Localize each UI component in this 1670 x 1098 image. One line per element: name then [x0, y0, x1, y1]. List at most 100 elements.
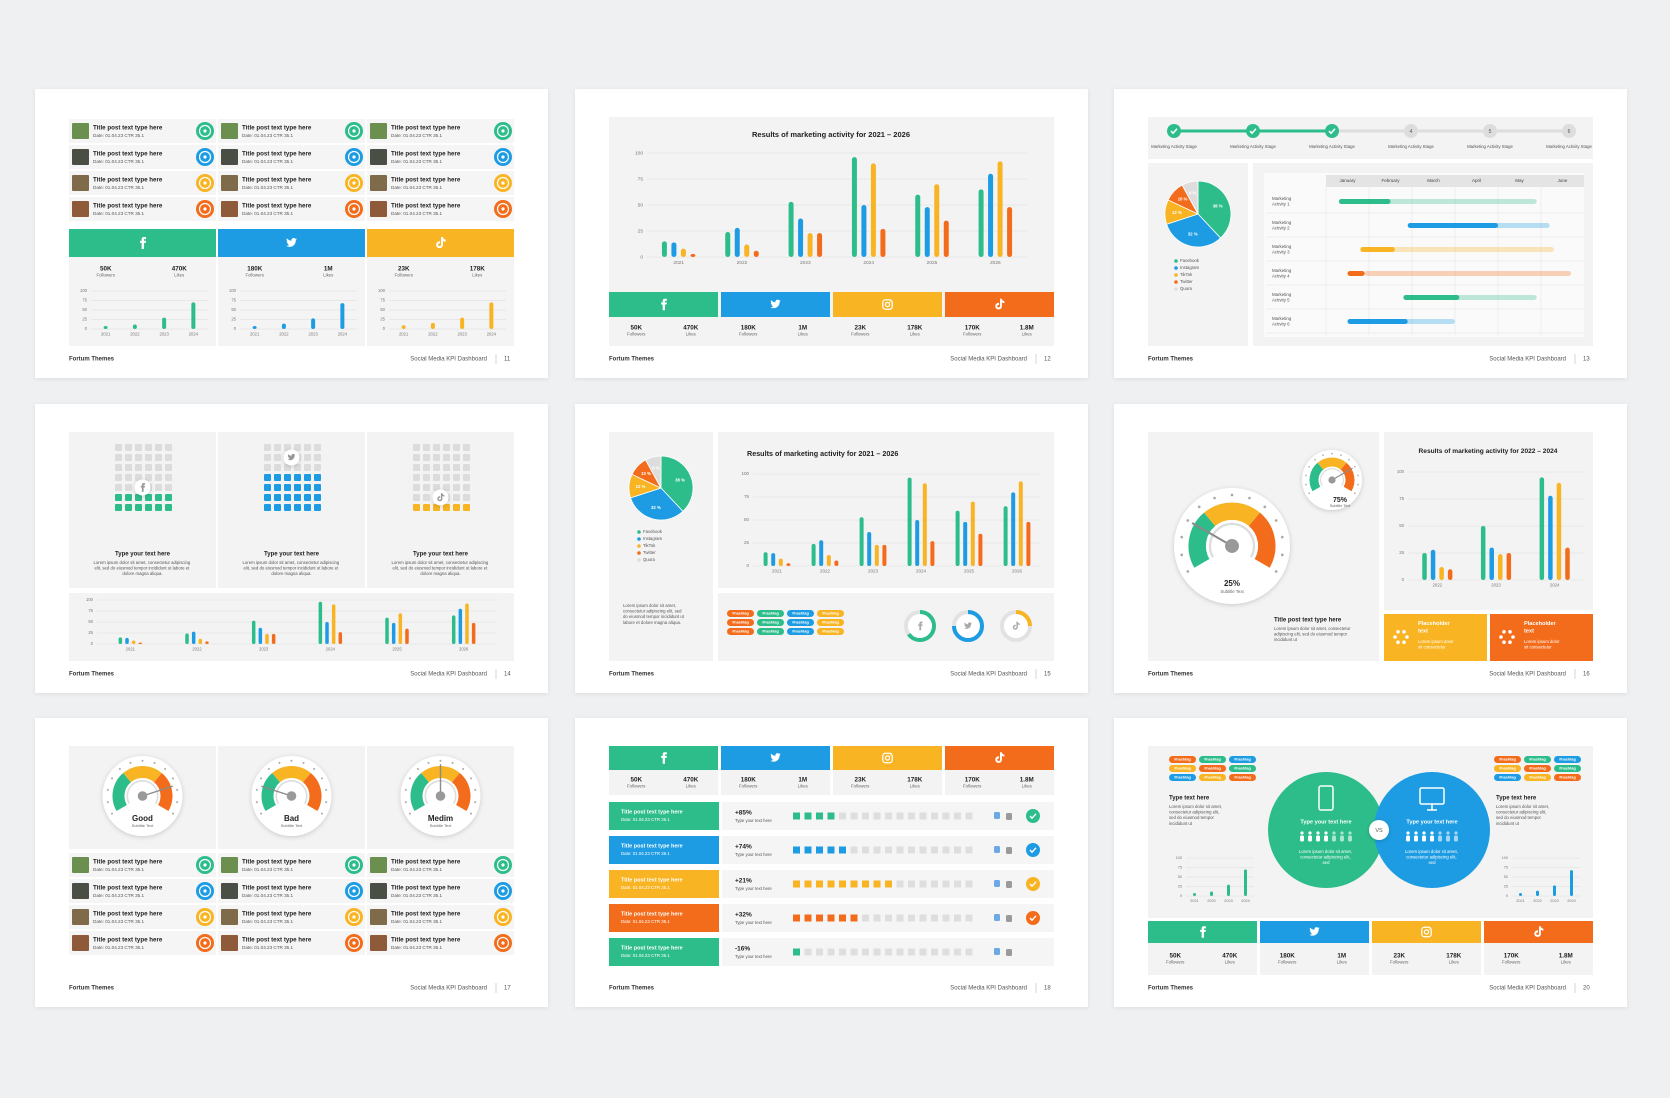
hashtag-chip	[787, 628, 814, 635]
post-badge-ring	[347, 936, 361, 950]
card-title: Type your text here	[115, 552, 171, 558]
stats-box	[1372, 943, 1481, 975]
dot	[115, 504, 122, 511]
gauge-tick	[153, 761, 156, 764]
post-meta: Date: 01.04.23 CTR 35.1	[391, 211, 443, 216]
stat-label: Likes	[798, 784, 808, 789]
bar	[458, 608, 463, 644]
progress-square	[896, 914, 904, 922]
person-head	[1308, 831, 1312, 835]
gauge-needle	[1191, 522, 1234, 548]
row-title: Title post text type here	[621, 911, 683, 917]
progress-square	[816, 880, 823, 888]
task-label: Marketing Activity 5	[1272, 292, 1293, 303]
gauge-arc	[261, 773, 281, 811]
gauge-tick	[1263, 505, 1267, 509]
progress-square	[942, 812, 950, 820]
post-thumbnail	[370, 149, 387, 165]
task-label: Marketing Activity 3	[1272, 244, 1293, 255]
bar	[680, 248, 686, 257]
icon-shape	[1012, 621, 1020, 630]
post-meta: Date: 01.04.23 CTR 35.1	[93, 867, 145, 872]
bar	[1480, 526, 1486, 580]
bar	[338, 632, 343, 644]
bar	[963, 521, 968, 566]
footer-brand: Fortum Themes	[1148, 986, 1194, 992]
hashtag: #hashtag	[822, 612, 839, 616]
month-label: April	[1472, 178, 1481, 183]
post-title: Title post text type here	[93, 125, 163, 132]
stat-value: 1M	[798, 777, 807, 784]
bar	[103, 325, 108, 329]
placeholder-title: Placeholder text	[1418, 621, 1451, 634]
y-tick-label: 50	[744, 517, 750, 522]
dot	[413, 494, 420, 501]
x-tick-label: 2022	[192, 646, 202, 651]
stat-label: Followers	[627, 331, 645, 336]
page-number: 13	[1583, 357, 1590, 363]
stats-box	[833, 770, 942, 795]
progress-square	[931, 914, 938, 922]
gauge-tick	[1308, 492, 1310, 495]
hashtag: #hashtag	[1234, 776, 1251, 780]
dot	[294, 474, 301, 481]
legend-swatch	[637, 544, 641, 548]
post-title: Title post text type here	[93, 937, 163, 944]
bar	[859, 517, 864, 566]
post-thumbnail	[370, 123, 387, 139]
person-head	[1454, 831, 1458, 835]
gauge-tick	[451, 761, 454, 764]
y-tick-label: 0	[746, 563, 749, 568]
gauge-tick	[1305, 474, 1307, 477]
post-thumbnail	[221, 175, 238, 191]
gauge-tick	[1280, 535, 1284, 539]
gauge-tick	[110, 812, 114, 815]
month-label: May	[1515, 178, 1524, 183]
compare-circle	[1268, 772, 1384, 888]
stat-value: 170K	[965, 324, 981, 331]
dot	[274, 444, 281, 451]
x-tick-label: 2023	[259, 646, 269, 651]
y-tick-label: 0	[85, 326, 88, 331]
bar	[132, 324, 137, 329]
gauge-tick	[259, 777, 263, 780]
bar	[930, 541, 935, 566]
hashtag-chip	[1229, 765, 1256, 772]
footer-brand: Fortum Themes	[1148, 672, 1194, 678]
bar	[1003, 506, 1008, 566]
person-body	[1422, 835, 1426, 842]
thumb-down	[1006, 949, 1012, 956]
post-title: Title post text type here	[242, 937, 312, 944]
icon-tw	[286, 237, 297, 247]
x-tick-label: 2022	[428, 331, 438, 336]
post-title: Title post text type here	[242, 911, 312, 918]
stat-value: 1M	[798, 324, 807, 331]
progress-square	[873, 880, 881, 888]
progress-square	[931, 880, 938, 888]
y-tick-label: 75	[744, 494, 750, 499]
circle-text: Lorem ipsum dolor sit amet, consectetur …	[1299, 849, 1353, 865]
dot	[125, 474, 132, 481]
row-change: +21%	[735, 878, 752, 885]
platform-bar	[1484, 921, 1593, 943]
hashtag-chip	[1524, 756, 1551, 763]
bar	[882, 544, 887, 566]
post-row	[367, 145, 514, 169]
post-thumbnail	[370, 857, 387, 873]
post-badge-dot	[501, 863, 505, 867]
post-thumbnail	[221, 123, 238, 139]
progress-square	[862, 812, 869, 820]
icon-shape	[437, 493, 445, 502]
gauge-arc	[451, 773, 471, 811]
progress-square	[873, 812, 881, 820]
stat-value: 1.8M	[1020, 777, 1034, 784]
hashtag: #hashtag	[732, 630, 749, 634]
dot	[165, 454, 172, 461]
panel	[1148, 117, 1593, 159]
person-head	[1406, 831, 1410, 835]
post-title: Title post text type here	[391, 177, 461, 184]
progress-square	[885, 812, 892, 820]
post-row	[69, 905, 216, 929]
gauge-value: 75%	[1333, 497, 1348, 504]
gauge-arc	[1248, 512, 1276, 568]
